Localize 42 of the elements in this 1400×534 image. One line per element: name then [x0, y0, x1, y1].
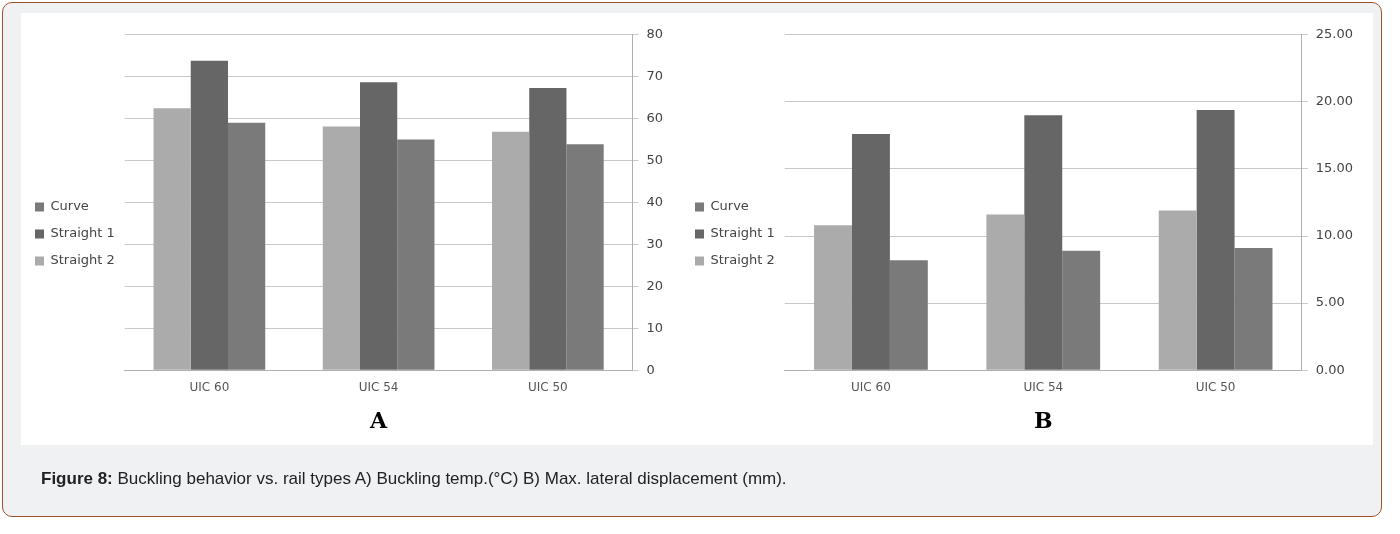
- bar: [228, 122, 266, 370]
- bar: [566, 144, 604, 370]
- legend-label: Straight 1: [50, 225, 115, 241]
- bar: [529, 88, 567, 370]
- bar: [1062, 250, 1101, 370]
- y-tick-label: 0.00: [1315, 361, 1345, 377]
- y-tick-label: 50: [646, 151, 663, 167]
- x-tick-label: UIC 50: [1195, 379, 1236, 394]
- y-tick-label: 20: [646, 277, 663, 293]
- y-tick-label: 0: [646, 361, 655, 377]
- bar: [360, 82, 398, 370]
- y-tick-label: 10: [646, 319, 663, 335]
- y-tick-label: 40: [646, 193, 663, 209]
- x-axis-title: A: [369, 406, 389, 433]
- bar: [190, 60, 228, 370]
- x-axis-title: B: [1033, 406, 1053, 433]
- legend-label: Straight 2: [710, 252, 775, 268]
- bar: [1234, 248, 1273, 370]
- x-tick-label: UIC 50: [527, 379, 568, 394]
- legend-label: Curve: [710, 198, 749, 214]
- y-tick-label: 60: [646, 110, 663, 126]
- bar: [889, 260, 928, 370]
- bar: [851, 134, 890, 370]
- y-tick-label: 80: [646, 26, 663, 42]
- legend-label: Curve: [50, 198, 89, 214]
- y-tick-label: 15.00: [1315, 160, 1353, 176]
- x-tick-label: UIC 60: [189, 379, 230, 394]
- x-tick-label: UIC 54: [1023, 379, 1064, 394]
- x-tick-label: UIC 60: [851, 379, 891, 394]
- y-tick-label: 70: [646, 68, 663, 84]
- caption: Figure 8: Buckling behavior vs. rail types A) Buckling temp.(°C) B) Max. lateral displacement (mm).: [41, 469, 787, 488]
- bar: [397, 139, 435, 370]
- legend-label: Straight 1: [710, 225, 775, 241]
- y-tick-label: 20.00: [1315, 93, 1353, 109]
- y-tick-label: 25.00: [1315, 26, 1353, 42]
- y-tick-label: 5.00: [1315, 294, 1345, 310]
- y-tick-label: 10.00: [1315, 227, 1353, 243]
- bar: [1024, 115, 1063, 370]
- y-tick-label: 30: [646, 235, 663, 251]
- bar: [1196, 109, 1235, 370]
- legend-label: Straight 2: [50, 252, 115, 268]
- x-tick-label: UIC 54: [358, 379, 399, 394]
